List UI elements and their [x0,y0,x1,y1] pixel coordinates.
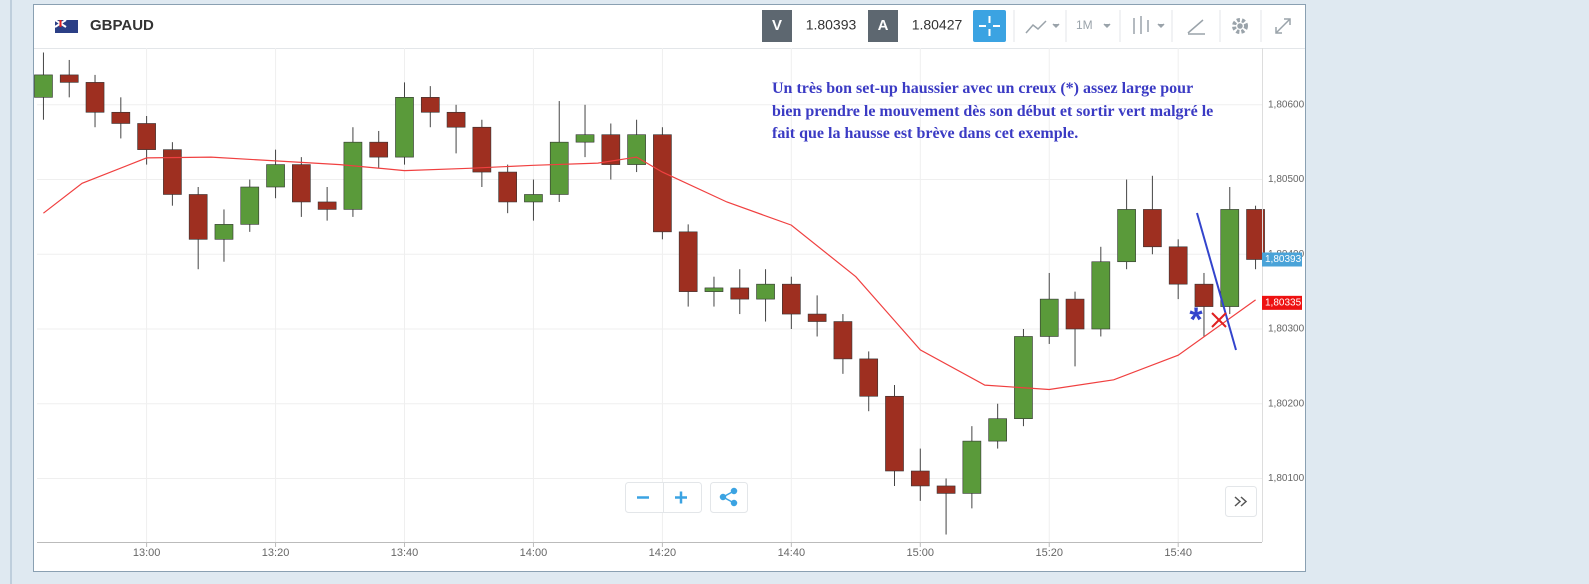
crosshair-icon [979,16,1000,36]
candle-body [137,123,156,150]
price-tag [1262,252,1302,267]
ask-label: A [878,17,889,34]
x-tick-label: 14:40 [778,547,806,559]
candle-body [266,164,285,188]
y-tick-label: 1,80100 [1268,473,1305,484]
ask-button[interactable] [868,10,898,42]
candle-body [782,283,801,315]
crosshair-button[interactable] [973,10,1006,42]
candle-body [446,111,466,128]
candle-body [1065,298,1085,330]
x-tick-label: 15:20 [1035,547,1063,559]
bid-button[interactable] [762,10,792,42]
candle-body [188,194,208,240]
candle-body [85,82,105,113]
share-icon [719,487,738,507]
candle-body [936,485,956,494]
x-tick-label: 14:20 [649,547,677,559]
exit-cross [1211,312,1227,328]
candle-body [549,141,569,195]
trend-line-drawing [1196,212,1237,351]
y-tick-label: 1,80600 [1268,99,1305,110]
ask-price: 1.80427 [912,17,963,33]
flag [54,19,78,33]
candle-body [653,134,672,233]
price-tag [1262,295,1302,310]
candle-body [601,134,621,165]
candle-body [240,186,260,225]
candle-body [292,164,311,203]
candle-body [859,358,879,397]
candle-body [1246,209,1265,260]
candle-body [988,418,1007,442]
candle-body [833,321,853,360]
candle-body [395,97,414,158]
candle-body [885,395,904,472]
candle-body [1039,298,1059,337]
candle-body [678,231,698,292]
candle-body [1143,209,1162,248]
zoom-controls [625,482,1257,517]
x-tick-label: 13:40 [391,547,419,559]
candle-body [369,141,389,158]
candle-body [524,194,543,203]
candle-body [472,126,492,173]
bid-label: V [772,17,782,34]
moving-average [43,156,1256,391]
candle-body [317,201,337,210]
price-tag-label: 1,80335 [1265,297,1302,308]
candle-body [343,141,363,210]
x-tick-label: 15:40 [1164,547,1192,559]
y-tick-label: 1,80200 [1268,398,1305,409]
candle-body [627,134,646,165]
candle-body [1220,209,1240,307]
symbol: GBPAUD [90,17,154,34]
candle-body [730,287,750,300]
x-tick-label: 14:00 [520,547,548,559]
price-tag-label: 1,80393 [1265,254,1302,265]
toolbar-icons [1025,16,1291,35]
annotation: Un très bon set-up haussier avec un creu… [772,80,1214,142]
share-button[interactable] [710,482,748,513]
zoom-in[interactable] [675,491,687,504]
x-tick-label: 15:00 [907,547,935,559]
candle-body [420,97,440,113]
candle-body [214,224,234,240]
candle-body [59,74,79,83]
candle-body [111,111,131,124]
candle-body [910,470,930,487]
candle-body [163,149,182,195]
candle-body [1194,283,1214,307]
bid-price: 1.80393 [806,17,857,33]
asterisk-mark: * [1189,301,1203,339]
candle-body [575,134,595,143]
toolbar-separators [1013,10,1262,42]
plot [34,48,1265,542]
candle-body [34,74,53,98]
timeframe[interactable]: 1M [1076,18,1093,32]
y-tick-label: 1,80500 [1268,174,1305,185]
candle-body [1117,209,1136,263]
candle-body [498,171,517,203]
x-tick-label: 13:00 [133,547,161,559]
y-tick-label: 1,80300 [1268,324,1305,335]
scroll-right-icon [1234,496,1248,507]
candle-body [1014,336,1033,419]
candle-body [807,313,827,322]
candle-body [1168,246,1188,285]
candle-body [962,440,982,494]
candle-body [1091,261,1111,330]
candle-body [704,287,724,292]
candle-body [756,283,775,300]
x-tick-label: 13:20 [262,547,290,559]
